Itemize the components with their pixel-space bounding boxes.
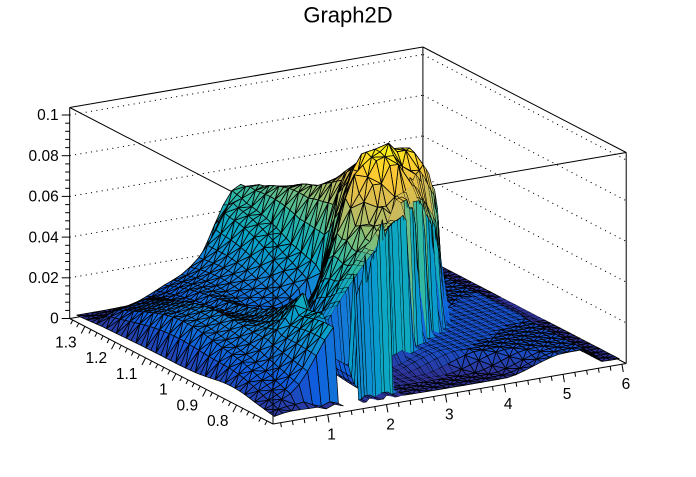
svg-text:1: 1 <box>159 382 168 399</box>
svg-text:4: 4 <box>504 396 513 413</box>
svg-text:0.04: 0.04 <box>29 229 60 246</box>
svg-text:Graph2D: Graph2D <box>303 3 392 28</box>
svg-text:3: 3 <box>445 406 454 423</box>
svg-text:1.3: 1.3 <box>55 335 77 352</box>
svg-text:0.1: 0.1 <box>37 107 59 124</box>
svg-text:0.8: 0.8 <box>207 413 229 430</box>
svg-text:2: 2 <box>386 416 395 433</box>
svg-text:1: 1 <box>327 426 336 443</box>
svg-text:5: 5 <box>563 386 572 403</box>
svg-text:0.08: 0.08 <box>29 148 59 165</box>
svg-text:1.1: 1.1 <box>116 366 138 383</box>
svg-text:6: 6 <box>622 376 631 393</box>
svg-text:0: 0 <box>50 311 59 328</box>
svg-text:0.9: 0.9 <box>177 398 199 415</box>
svg-text:0.06: 0.06 <box>29 189 59 206</box>
svg-text:1.2: 1.2 <box>86 350 108 367</box>
svg-text:0.02: 0.02 <box>29 270 59 287</box>
